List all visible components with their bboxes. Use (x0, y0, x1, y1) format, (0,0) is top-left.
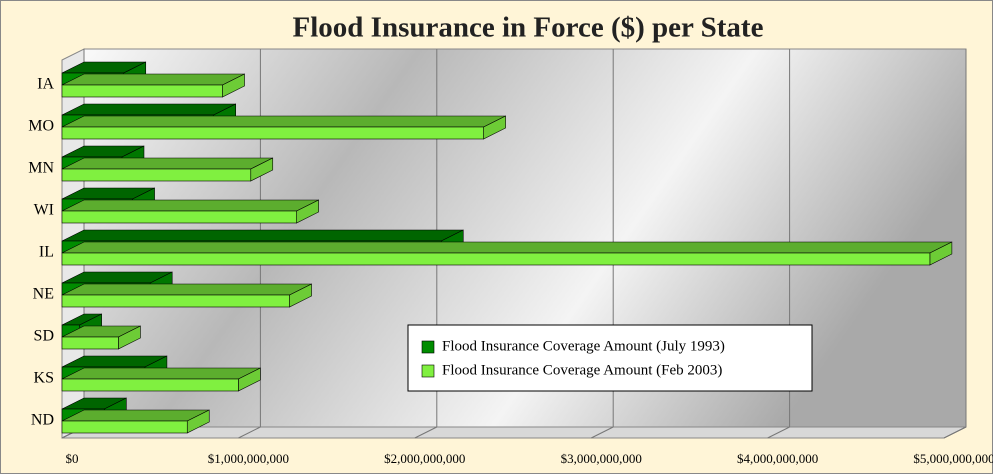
y-tick-label: IA (37, 76, 54, 93)
x-tick-label: $4,000,000,000 (737, 451, 818, 466)
y-tick-label: SD (34, 328, 54, 345)
grid-line (238, 426, 261, 439)
bar (61, 420, 188, 434)
bar-top (61, 367, 261, 380)
bar-top (61, 199, 319, 212)
bar-top (61, 115, 506, 128)
bar-top (61, 409, 210, 422)
bar (61, 336, 119, 350)
bar (61, 294, 290, 308)
x-tick-label: $1,000,000,000 (208, 451, 289, 466)
bar (61, 378, 239, 392)
legend-swatch (421, 364, 435, 378)
y-tick-label: KS (34, 370, 54, 387)
x-tick-label: $5,000,000,000 (913, 451, 993, 466)
bar (61, 252, 931, 266)
bar-top (61, 229, 464, 242)
bar-top (61, 103, 236, 116)
bar-top (61, 73, 245, 86)
bar-top (61, 157, 273, 170)
x-tick-label: $3,000,000,000 (561, 451, 642, 466)
y-tick-label: IL (39, 244, 54, 261)
legend-box (407, 324, 813, 392)
bar (61, 84, 223, 98)
bar-top (61, 283, 312, 296)
grid-line (767, 426, 790, 439)
grid-line (590, 426, 614, 439)
legend-label: Flood Insurance Coverage Amount (Feb 200… (442, 362, 722, 378)
grid-line (943, 426, 967, 439)
bar (61, 210, 297, 224)
bar (61, 126, 484, 140)
x-tick-label: $2,000,000,000 (384, 451, 465, 466)
y-tick-label: WI (34, 202, 54, 219)
floor (61, 426, 967, 439)
y-tick-label: MN (28, 160, 54, 177)
bar-top (61, 241, 953, 254)
x-tick-label: $0 (66, 451, 79, 466)
y-tick-label: NE (33, 286, 54, 303)
legend-swatch (421, 340, 435, 354)
y-tick-label: MO (28, 118, 54, 135)
bar (61, 168, 252, 182)
chart-title: Flood Insurance in Force ($) per State (293, 12, 764, 44)
legend-label: Flood Insurance Coverage Amount (July 19… (442, 338, 725, 354)
y-tick-label: ND (31, 412, 54, 429)
grid-line (414, 426, 438, 439)
